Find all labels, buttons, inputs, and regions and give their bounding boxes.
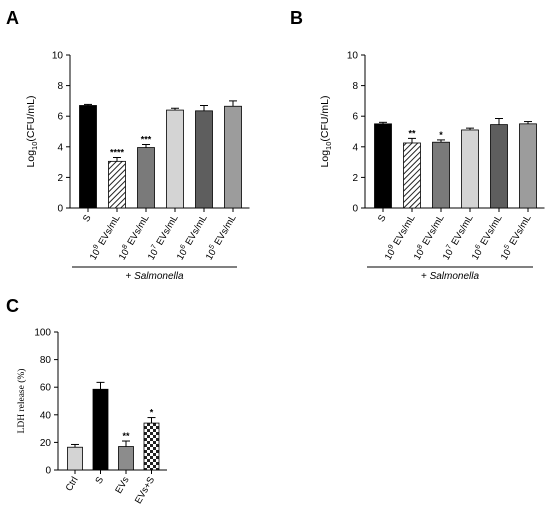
significance-label: * bbox=[150, 408, 154, 418]
bar bbox=[224, 105, 242, 209]
x-tick-label: EVs bbox=[113, 475, 131, 496]
y-tick-label: 2 bbox=[57, 173, 63, 184]
y-tick-label: 6 bbox=[352, 112, 358, 123]
significance-label: *** bbox=[141, 135, 152, 145]
x-tick-label: EVs+S bbox=[133, 475, 157, 506]
bar bbox=[195, 110, 213, 209]
bar bbox=[92, 388, 109, 471]
panel-c: C 0 20 40 60 80 100 LDH release (%) Ctrl S ** EVs *… bbox=[6, 296, 167, 506]
significance-label: ** bbox=[122, 431, 130, 441]
y-tick-label: 40 bbox=[40, 410, 52, 421]
y-tick-label: 2 bbox=[352, 173, 358, 184]
y-tick-label: 0 bbox=[57, 204, 63, 215]
y-tick-label: 8 bbox=[57, 81, 63, 92]
condition-label: + Salmonella bbox=[125, 271, 184, 282]
bar bbox=[143, 422, 160, 471]
panel-letter-b: B bbox=[290, 8, 303, 28]
y-tick-label: 10 bbox=[52, 51, 64, 62]
y-tick-label: 6 bbox=[57, 112, 63, 123]
y-axis-title: Log10(CFU/mL) bbox=[319, 96, 333, 168]
significance-label: * bbox=[439, 130, 443, 140]
y-tick-label: 60 bbox=[40, 383, 52, 394]
bar bbox=[79, 105, 97, 209]
y-tick-label: 0 bbox=[45, 466, 51, 477]
x-tick-label: S bbox=[376, 213, 389, 224]
y-tick-label: 10 bbox=[347, 51, 359, 62]
y-axis-title: Log10(CFU/mL) bbox=[25, 96, 39, 168]
panel-letter-c: C bbox=[6, 296, 19, 316]
significance-label: **** bbox=[110, 148, 125, 158]
bar bbox=[374, 123, 392, 209]
significance-label: ** bbox=[408, 128, 416, 138]
y-tick-label: 100 bbox=[34, 328, 51, 339]
bar bbox=[108, 160, 126, 209]
bar bbox=[118, 446, 134, 471]
bar bbox=[67, 446, 83, 471]
x-tick-label: S bbox=[81, 213, 94, 224]
y-axis-title: LDH release (%) bbox=[16, 369, 27, 434]
bar bbox=[403, 142, 421, 209]
y-tick-label: 4 bbox=[57, 142, 63, 153]
bar bbox=[166, 109, 184, 209]
bar bbox=[461, 129, 479, 209]
condition-label: + Salmonella bbox=[421, 271, 480, 282]
y-tick-label: 8 bbox=[352, 81, 358, 92]
y-tick-label: 80 bbox=[40, 355, 52, 366]
y-tick-label: 20 bbox=[40, 438, 52, 449]
bar bbox=[490, 124, 508, 209]
bar bbox=[519, 123, 537, 209]
x-tick-label: S bbox=[93, 475, 106, 486]
bar bbox=[432, 141, 450, 209]
bar bbox=[137, 147, 155, 209]
x-tick-label: Ctrl bbox=[64, 475, 81, 493]
y-tick-label: 4 bbox=[352, 142, 358, 153]
panel-letter-a: A bbox=[6, 8, 19, 28]
y-tick-label: 0 bbox=[352, 204, 358, 215]
